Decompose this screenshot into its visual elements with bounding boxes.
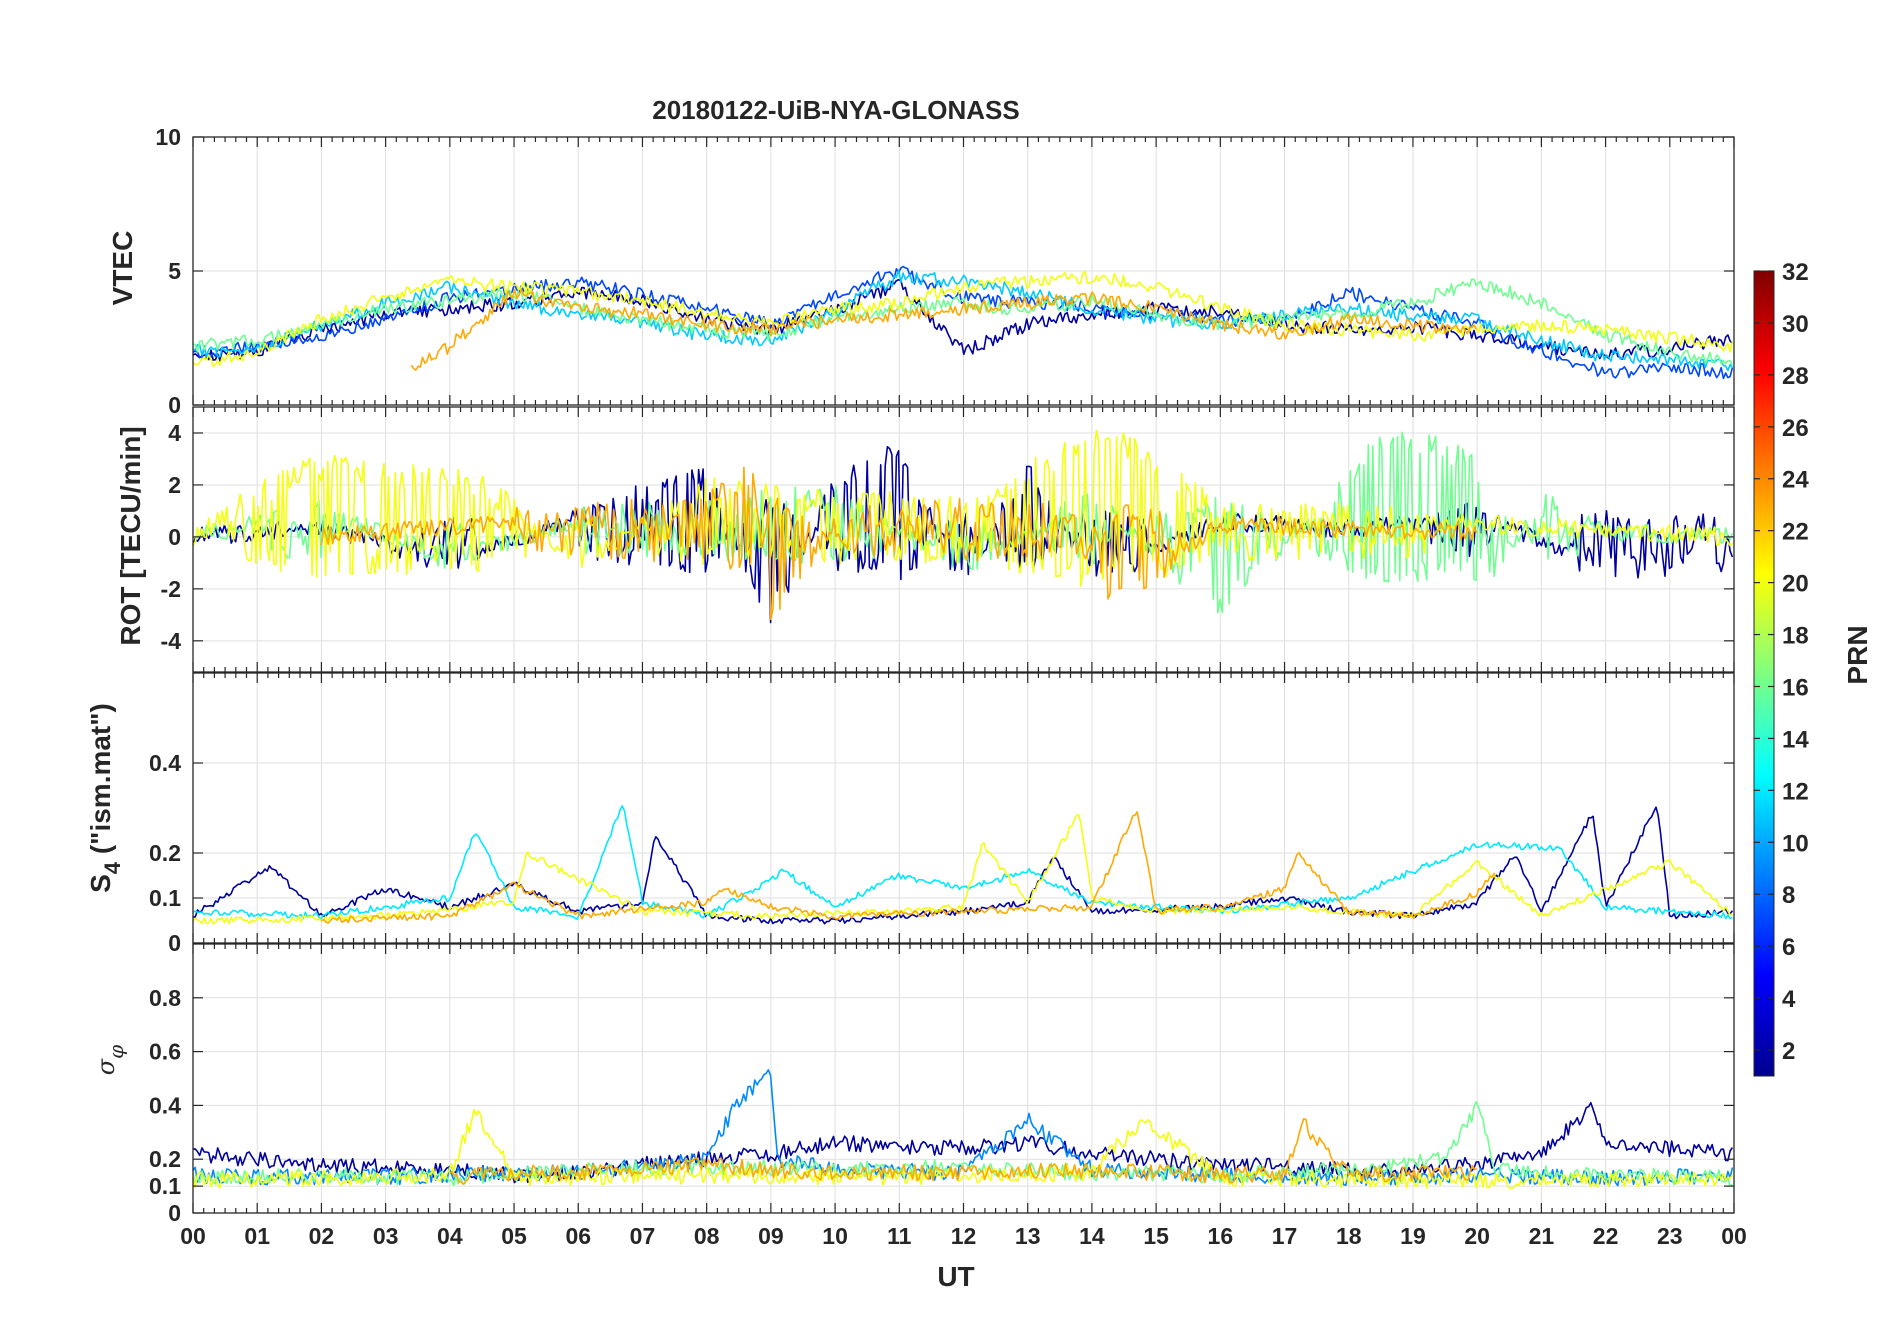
colorbar-tick-label: 28 [1782, 363, 1809, 390]
x-tick-label: 11 [887, 1223, 912, 1249]
series-line-prn-20 [193, 813, 1733, 925]
series-line-prn-16 [193, 278, 1734, 366]
x-tick-label: 04 [437, 1223, 463, 1249]
x-tick-label: 20 [1464, 1223, 1490, 1249]
s4-label-main: S [85, 874, 116, 893]
y-tick-label: 0.1 [149, 885, 181, 911]
y-tick-label: 0.8 [149, 985, 181, 1011]
series-group [193, 265, 1734, 380]
x-tick-label: 00 [180, 1223, 206, 1249]
x-tick-label: 21 [1529, 1223, 1555, 1249]
colorbar-tick-label: 22 [1782, 519, 1809, 546]
x-tick-label: 23 [1657, 1223, 1683, 1249]
colorbar-tick-label: 20 [1782, 571, 1809, 598]
colorbar-tick-label: 26 [1782, 415, 1809, 442]
colorbar-label: PRN [1842, 625, 1873, 684]
series-line-prn-7 [193, 265, 1734, 380]
series-group [193, 1069, 1734, 1190]
x-tick-label: 06 [565, 1223, 591, 1249]
chart-title: 20180122-UiB-NYA-GLONASS [652, 95, 1020, 125]
y-axis-label-rot: ROT [TECU/min] [115, 426, 146, 645]
colorbar-tick-label: 32 [1782, 259, 1809, 286]
sigma-label-sub: φ [104, 1045, 128, 1059]
series-line-prn-23 [410, 288, 1478, 371]
x-tick-label: 16 [1208, 1223, 1234, 1249]
y-tick-label: 0.4 [149, 750, 181, 776]
series-line-prn-23 [449, 1118, 1477, 1186]
y-tick-label: -4 [161, 628, 182, 654]
series-line-prn-23 [320, 811, 1496, 924]
y-tick-label: 0 [168, 524, 181, 550]
colorbar-tick-label: 12 [1782, 778, 1809, 805]
x-tick-label: 18 [1336, 1223, 1362, 1249]
x-tick-label: 09 [758, 1223, 784, 1249]
colorbar-tick-label: 8 [1782, 882, 1795, 909]
colorbar-tick-label: 10 [1782, 830, 1809, 857]
series-line-prn-16 [193, 1101, 1733, 1187]
series-line-prn-2 [193, 278, 1733, 362]
y-tick-label: 0 [168, 392, 181, 418]
colorbar-tick-label: 4 [1782, 986, 1796, 1013]
x-tick-label: 01 [244, 1223, 270, 1249]
x-tick-label: 00 [1721, 1223, 1747, 1249]
panel-rot: -4 -2 0 2 4 [161, 406, 1735, 673]
x-tick-label: 12 [951, 1223, 977, 1249]
series-line-prn-20 [193, 1108, 1734, 1190]
x-tick-label: 10 [822, 1223, 848, 1249]
x-tick-label: 19 [1400, 1223, 1426, 1249]
x-tick-label: 07 [630, 1223, 656, 1249]
colorbar-gradient [1753, 270, 1775, 1077]
y-tick-label: -2 [161, 576, 181, 602]
series-group [193, 805, 1734, 925]
s4-label-sub: 4 [100, 861, 125, 874]
series-group [193, 429, 1734, 624]
y-tick-label: 2 [168, 472, 181, 498]
colorbar-tick-label: 16 [1782, 674, 1809, 701]
colorbar-tick-label: 24 [1782, 467, 1809, 494]
colorbar-tick-label: 2 [1782, 1038, 1795, 1065]
colorbar-tick-label: 14 [1782, 726, 1809, 753]
panel-vtec: 0 5 10 [155, 124, 1735, 418]
x-axis-label: UT [937, 1261, 974, 1292]
y-axis-label-sigma-phi: σφ [92, 1045, 128, 1075]
x-tick-label: 08 [694, 1223, 720, 1249]
s4-label-rest: ("ism.mat") [85, 703, 116, 862]
colorbar-tick-label: 18 [1782, 623, 1809, 650]
series-line-prn-2 [193, 1101, 1734, 1184]
colorbar-tick-label: 6 [1782, 934, 1795, 961]
x-tick-labels: 00 01 02 03 04 05 06 07 08 09 10 11 12 13 14 15 16 17 18 19… [180, 1223, 1747, 1249]
y-axis-label-s4: S4 ("ism.mat") [85, 703, 125, 893]
y-tick-label: 5 [168, 258, 181, 284]
series-line-prn-23 [320, 466, 1478, 621]
y-tick-label: 0.2 [149, 840, 181, 866]
series-line-prn-20 [193, 429, 1733, 588]
x-tick-label: 15 [1143, 1223, 1169, 1249]
x-tick-label: 14 [1079, 1223, 1105, 1249]
x-tick-label: 03 [373, 1223, 399, 1249]
series-line-prn-12 [193, 805, 1733, 920]
y-tick-label: 0.1 [149, 1173, 181, 1199]
y-tick-label: 0.2 [149, 1146, 181, 1172]
panel-s4: 0 0.1 0.2 0.4 [149, 672, 1735, 956]
x-tick-label: 22 [1593, 1223, 1619, 1249]
y-tick-label: 4 [168, 420, 181, 446]
y-tick-label: 0 [168, 930, 181, 956]
series-line-prn-11 [193, 269, 1734, 372]
y-axis-label-vtec: VTEC [107, 231, 138, 306]
colorbar-tick-label: 30 [1782, 311, 1809, 338]
y-tick-label: 0 [168, 1200, 181, 1226]
x-tick-label: 17 [1272, 1223, 1298, 1249]
y-tick-label: 0.6 [149, 1039, 181, 1065]
y-tick-label: 10 [155, 124, 181, 150]
x-tick-label: 13 [1015, 1223, 1041, 1249]
panel-sigma-phi: 00.10.2 0.4 0.6 0.8 [149, 943, 1735, 1226]
sigma-label-main: σ [92, 1058, 120, 1075]
x-tick-label: 02 [309, 1223, 335, 1249]
y-tick-label: 0.4 [149, 1092, 181, 1118]
x-tick-label: 05 [501, 1223, 527, 1249]
